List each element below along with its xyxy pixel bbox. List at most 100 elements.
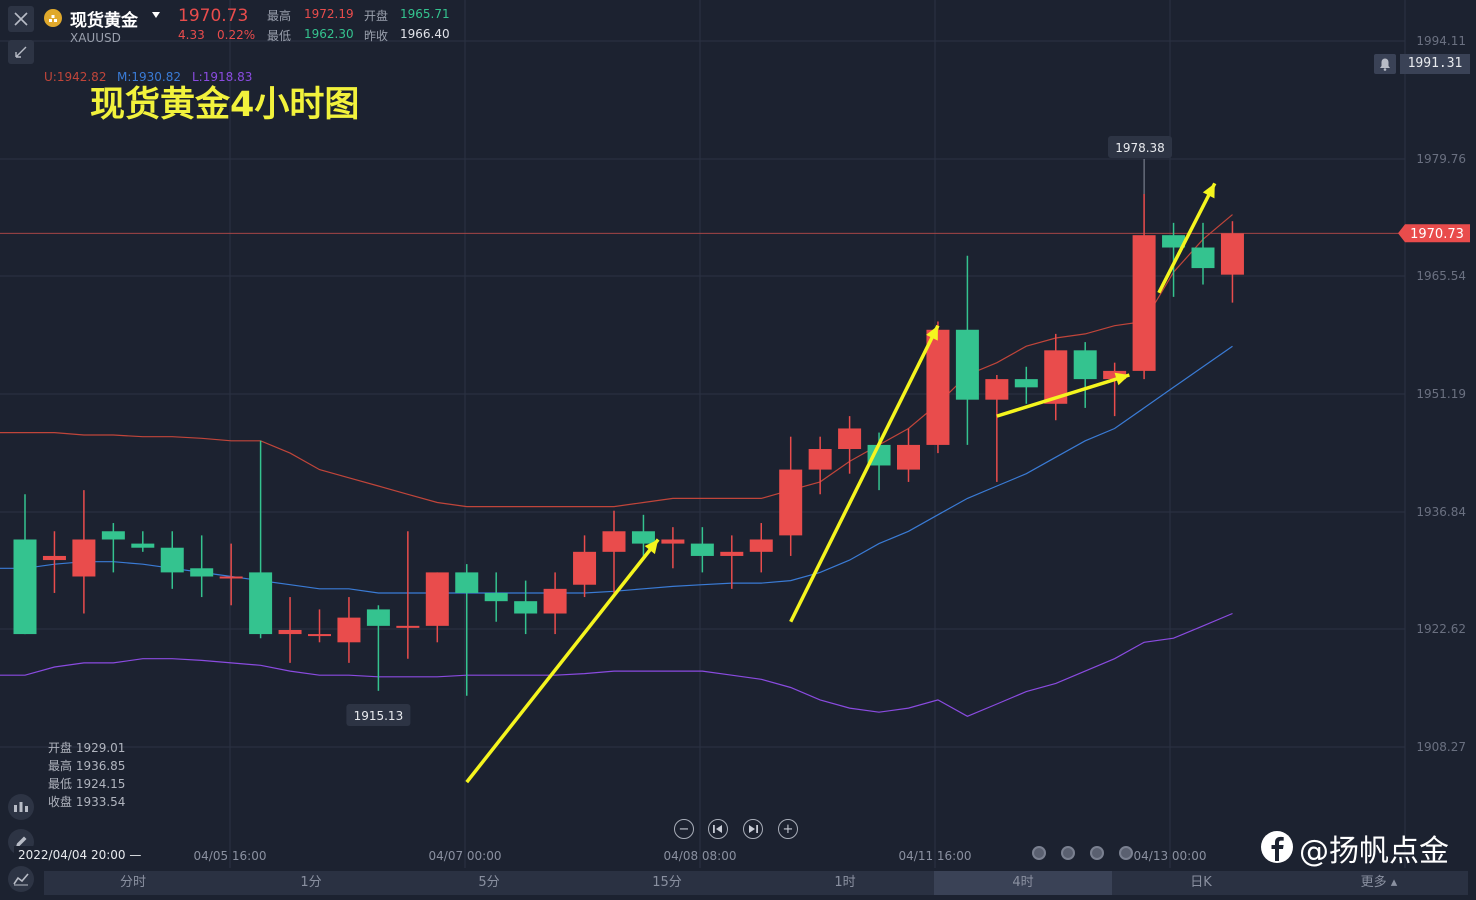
boll-upper-line: [0, 214, 1233, 508]
skip-forward-icon[interactable]: [743, 819, 763, 839]
boll-middle: M:1930.82: [117, 70, 182, 84]
timeframe-tab[interactable]: 15分: [652, 875, 682, 890]
candle-body: [425, 572, 449, 626]
candle-body: [484, 592, 508, 602]
page-dot[interactable]: [1032, 846, 1046, 860]
annotation-arrow: [996, 373, 1130, 418]
candle-body: [720, 551, 744, 556]
candle-body: [366, 609, 390, 626]
candle-body: [396, 625, 420, 628]
candle-body: [1044, 350, 1068, 404]
candle-body: [926, 329, 950, 445]
annotation-arrow: [465, 538, 660, 784]
watermark-text: @扬帆点金: [1299, 834, 1449, 869]
price-change: 4.33: [178, 28, 205, 42]
page-dot[interactable]: [1090, 846, 1104, 860]
timeframe-tab[interactable]: 分时: [119, 875, 146, 890]
last-price: 1970.73: [178, 6, 249, 26]
annotation-arrowhead: [1114, 372, 1130, 386]
max-price-label: 1978.38: [1115, 141, 1165, 155]
x-tick-label: 04/11 16:00: [899, 849, 972, 863]
crosshair-time: 2022/04/04 20:00: [18, 848, 126, 862]
y-tick-label: 1908.27: [1416, 740, 1466, 754]
candle-body: [337, 617, 361, 643]
candle-body: [1073, 350, 1097, 380]
x-tick-label: 04/07 00:00: [429, 849, 502, 863]
symbol-code: XAUUSD: [70, 31, 121, 45]
chevron-down-icon[interactable]: [152, 12, 160, 18]
page-dot[interactable]: [1061, 846, 1075, 860]
bell-icon[interactable]: [1374, 54, 1396, 74]
candle-body: [897, 444, 920, 470]
candle-body: [249, 572, 273, 635]
low-value: 1962.30: [304, 27, 354, 41]
annotation-arrow: [1157, 182, 1217, 294]
prev-close-value: 1966.40: [400, 27, 450, 41]
indicator-icon[interactable]: [8, 794, 34, 820]
x-tick-label: 04/08 08:00: [664, 849, 737, 863]
candle-body: [278, 629, 302, 635]
ohlc-high: 最高 1936.85: [48, 759, 126, 773]
boll-lower: L:1918.83: [192, 70, 253, 84]
timeframe-tab[interactable]: 1分: [300, 875, 322, 890]
candle-body: [219, 576, 243, 579]
open-value: 1965.71: [400, 7, 450, 21]
candle-body: [867, 444, 891, 466]
crosshair-time-label: 2022/04/04 20:00 —: [14, 846, 146, 864]
candle-body: [308, 634, 331, 637]
candle-body: [131, 543, 155, 548]
candle-body: [1103, 370, 1127, 380]
candle-body: [690, 543, 714, 556]
zoom-out-icon[interactable]: −: [674, 819, 694, 839]
ohlc-close: 收盘 1933.54: [48, 795, 126, 809]
high-value: 1972.19: [304, 7, 354, 21]
candle-body: [631, 531, 655, 544]
annotation-arrowhead: [926, 325, 938, 341]
y-tick-label: 1965.54: [1416, 269, 1466, 283]
x-tick-label: 04/13 00:00: [1134, 849, 1207, 863]
symbol-name[interactable]: 现货黄金: [70, 11, 138, 31]
annotation-arrowhead: [1202, 183, 1215, 199]
timeframe-tab[interactable]: 更多 ▴: [1360, 875, 1398, 890]
prev-close-label: 昨收: [364, 29, 389, 43]
trend-line-icon[interactable]: [8, 866, 34, 892]
high-label: 最高: [267, 9, 292, 23]
gold-coin-icon: [44, 9, 62, 27]
current-price-tag: [1398, 224, 1470, 243]
candle-body: [101, 531, 125, 540]
overlay-title: 现货黄金4小时图: [90, 85, 360, 125]
skip-back-icon[interactable]: [708, 819, 728, 839]
page-dot[interactable]: [1119, 846, 1133, 860]
candle-body: [1014, 379, 1038, 388]
open-label: 开盘: [364, 9, 389, 23]
candle-body: [455, 572, 479, 593]
y-tick-label: 1922.62: [1416, 622, 1466, 636]
ohlc-low: 最低 1924.15: [48, 777, 126, 791]
ohlc-open: 开盘 1929.01: [48, 741, 126, 755]
annotation-arrowhead: [644, 539, 659, 555]
timeframe-tab[interactable]: 日K: [1190, 875, 1212, 890]
candle-body: [573, 551, 597, 585]
y-tick-label: 1994.11: [1416, 34, 1466, 48]
candle-body: [72, 539, 96, 577]
min-label-box: [346, 704, 411, 726]
min-price-label: 1915.13: [354, 709, 404, 723]
close-icon[interactable]: [8, 6, 34, 32]
price-change-pct: 0.22%: [217, 28, 256, 42]
timeframe-tab[interactable]: 1时: [834, 875, 856, 890]
facebook-icon: [1261, 831, 1293, 863]
timeframe-tab[interactable]: 5分: [478, 875, 500, 890]
candle-body: [190, 568, 214, 577]
candle-body: [1162, 235, 1186, 248]
annotation-arrow: [789, 324, 940, 623]
candle-body: [661, 539, 685, 544]
candle-body: [160, 547, 184, 573]
max-label-box: [1108, 136, 1172, 158]
timeframe-tab[interactable]: 4时: [934, 871, 1112, 895]
candle-body: [1132, 235, 1156, 371]
candle-body: [13, 539, 37, 635]
candle-body: [1220, 233, 1244, 275]
collapse-icon[interactable]: [8, 40, 34, 64]
zoom-in-icon[interactable]: +: [778, 819, 798, 839]
